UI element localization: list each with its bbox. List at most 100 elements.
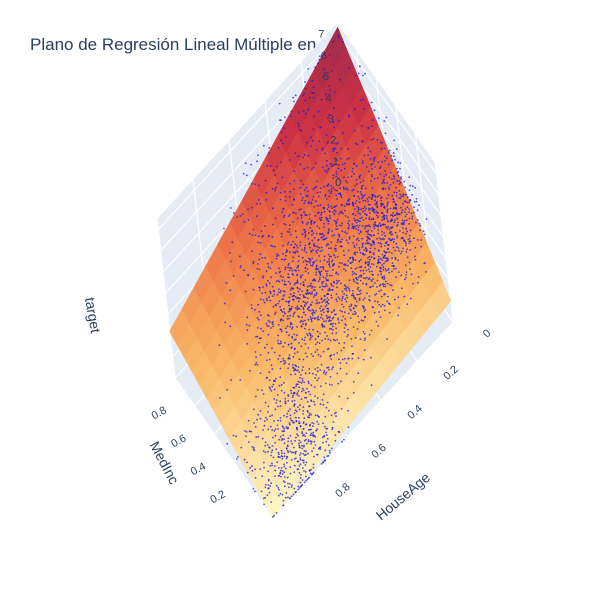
data-point[interactable] [378, 194, 381, 197]
data-point[interactable] [336, 228, 339, 230]
data-point[interactable] [305, 453, 307, 456]
data-point[interactable] [312, 328, 314, 331]
data-point[interactable] [394, 231, 397, 234]
data-point[interactable] [282, 499, 285, 502]
data-point[interactable] [384, 252, 387, 254]
data-point[interactable] [311, 285, 314, 288]
data-point[interactable] [399, 206, 402, 209]
data-point[interactable] [336, 152, 338, 154]
data-point[interactable] [321, 285, 324, 287]
data-point[interactable] [283, 214, 286, 217]
data-point[interactable] [373, 208, 376, 211]
data-point[interactable] [388, 238, 390, 240]
data-point[interactable] [377, 255, 380, 258]
data-point[interactable] [316, 268, 318, 271]
data-point[interactable] [355, 273, 357, 276]
data-point[interactable] [381, 253, 384, 256]
data-point[interactable] [370, 279, 372, 281]
data-point[interactable] [363, 349, 366, 351]
data-point[interactable] [301, 256, 304, 259]
data-point[interactable] [387, 201, 389, 204]
data-point[interactable] [280, 384, 283, 386]
data-point[interactable] [290, 486, 293, 488]
data-point[interactable] [409, 240, 412, 243]
data-point[interactable] [319, 204, 322, 207]
data-point[interactable] [356, 224, 358, 227]
data-point[interactable] [319, 446, 322, 448]
data-point[interactable] [317, 315, 320, 318]
data-point[interactable] [284, 254, 287, 257]
data-point[interactable] [385, 280, 387, 283]
data-point[interactable] [292, 367, 295, 369]
data-point[interactable] [313, 296, 315, 298]
data-point[interactable] [276, 293, 279, 296]
data-point[interactable] [294, 94, 297, 97]
data-point[interactable] [325, 279, 328, 282]
data-point[interactable] [339, 240, 341, 243]
data-point[interactable] [298, 442, 300, 445]
data-point[interactable] [363, 209, 366, 212]
scatter-points[interactable] [218, 34, 428, 518]
data-point[interactable] [298, 408, 301, 411]
data-point[interactable] [305, 475, 307, 478]
data-point[interactable] [290, 459, 293, 461]
data-point[interactable] [362, 98, 364, 101]
data-point[interactable] [274, 188, 277, 190]
data-point[interactable] [329, 376, 332, 378]
data-point[interactable] [290, 289, 292, 291]
data-point[interactable] [357, 372, 360, 375]
data-point[interactable] [305, 112, 307, 115]
data-point[interactable] [335, 411, 337, 414]
data-point[interactable] [356, 205, 358, 208]
data-point[interactable] [347, 357, 350, 360]
data-point[interactable] [328, 320, 330, 323]
data-point[interactable] [299, 452, 302, 454]
data-point[interactable] [357, 190, 359, 193]
data-point[interactable] [356, 237, 359, 240]
data-point[interactable] [374, 294, 376, 296]
data-point[interactable] [338, 342, 340, 345]
data-point[interactable] [269, 290, 272, 293]
data-point[interactable] [350, 175, 353, 178]
data-point[interactable] [320, 211, 323, 214]
data-point[interactable] [298, 111, 300, 114]
data-point[interactable] [358, 224, 361, 227]
data-point[interactable] [308, 412, 311, 415]
data-point[interactable] [303, 284, 305, 287]
data-point[interactable] [300, 345, 303, 348]
data-point[interactable] [245, 174, 248, 177]
data-point[interactable] [308, 213, 311, 216]
data-point[interactable] [281, 279, 284, 282]
data-point[interactable] [380, 273, 382, 276]
data-point[interactable] [367, 154, 369, 156]
data-point[interactable] [243, 269, 245, 272]
data-point[interactable] [341, 299, 343, 302]
data-point[interactable] [316, 62, 319, 65]
data-point[interactable] [258, 258, 261, 261]
data-point[interactable] [292, 211, 294, 214]
data-point[interactable] [269, 299, 272, 302]
data-point[interactable] [276, 461, 279, 463]
data-point[interactable] [304, 266, 307, 269]
data-point[interactable] [311, 472, 314, 475]
data-point[interactable] [267, 450, 269, 453]
data-point[interactable] [273, 290, 275, 293]
data-point[interactable] [370, 198, 373, 201]
data-point[interactable] [355, 238, 358, 241]
data-point[interactable] [313, 455, 315, 458]
data-point[interactable] [246, 316, 249, 319]
data-point[interactable] [313, 237, 316, 239]
data-point[interactable] [353, 129, 356, 132]
data-point[interactable] [273, 379, 275, 382]
data-point[interactable] [337, 233, 340, 236]
data-point[interactable] [295, 244, 298, 247]
data-point[interactable] [346, 335, 349, 338]
data-point[interactable] [308, 218, 311, 220]
data-point[interactable] [298, 422, 300, 425]
data-point[interactable] [316, 341, 319, 344]
data-point[interactable] [349, 308, 351, 310]
data-point[interactable] [379, 283, 382, 286]
data-point[interactable] [243, 458, 246, 461]
data-point[interactable] [277, 254, 280, 257]
data-point[interactable] [289, 497, 291, 500]
